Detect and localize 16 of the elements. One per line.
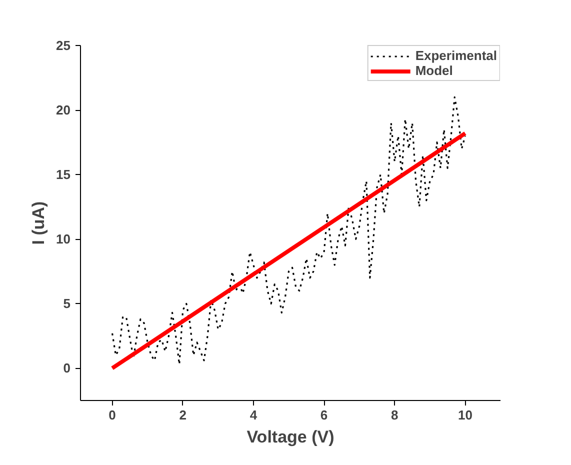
x-tick-label: 8 (391, 408, 398, 422)
legend-label: Model (415, 63, 453, 78)
y-tick-label: 25 (56, 38, 71, 53)
y-tick-label: 0 (63, 360, 71, 376)
x-tick-label: 6 (320, 408, 328, 422)
x-axis-title: Voltage (V) (246, 428, 334, 446)
y-tick-label: 10 (56, 232, 71, 247)
y-tick-label: 5 (63, 296, 71, 312)
x-tick-label: 4 (250, 408, 258, 422)
legend-label: Experimental (415, 48, 497, 63)
x-tick-label: 2 (179, 408, 186, 422)
y-axis-title: I (uA) (29, 201, 48, 245)
x-tick-label: 0 (108, 408, 116, 422)
y-tick-label: 15 (56, 167, 71, 182)
y-tick-label: 20 (56, 102, 71, 118)
x-tick-label: 10 (458, 408, 472, 422)
